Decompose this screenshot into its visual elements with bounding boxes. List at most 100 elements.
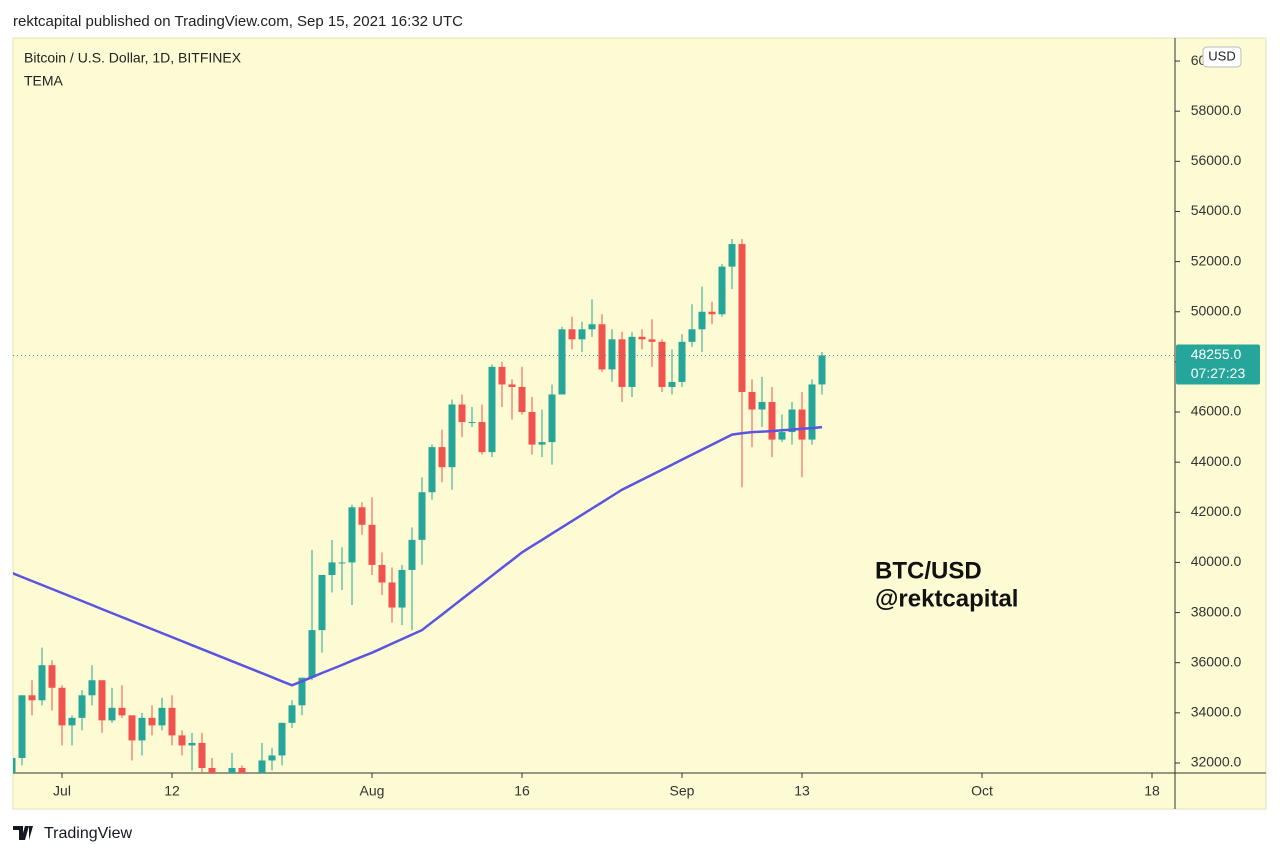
candle-body — [378, 564, 386, 583]
candle-body — [478, 422, 486, 453]
candle-body — [448, 404, 456, 468]
x-tick-label: Sep — [670, 783, 695, 799]
candle-body — [328, 562, 336, 575]
candle-body — [678, 341, 686, 382]
candle-body — [468, 422, 476, 424]
candle-body — [268, 755, 276, 761]
y-tick-label: 58000.0 — [1191, 102, 1242, 118]
y-tick-label: 50000.0 — [1191, 302, 1242, 318]
candle-body — [348, 507, 356, 563]
candle-body — [358, 507, 366, 525]
x-tick-label: Aug — [360, 783, 385, 799]
candle-body — [438, 447, 446, 468]
chart-background — [12, 37, 1267, 810]
countdown: 07:27:23 — [1191, 365, 1246, 381]
currency-badge: USD — [1202, 46, 1242, 68]
x-tick-label: Jul — [53, 783, 71, 799]
footer-logo — [13, 826, 33, 840]
candle-body — [538, 442, 546, 445]
candle-body — [708, 311, 716, 315]
candle-body — [208, 767, 216, 773]
candle-body — [238, 767, 246, 773]
candle-body — [688, 329, 696, 342]
candle-body — [778, 432, 786, 440]
last-price-box — [1176, 344, 1260, 385]
x-tick-label: 16 — [514, 783, 530, 799]
x-tick-label: 18 — [1144, 783, 1160, 799]
candle-body — [488, 366, 496, 453]
candle-body — [648, 339, 656, 342]
candle-body — [598, 324, 606, 370]
candle-body — [58, 687, 66, 726]
candle-body — [148, 717, 156, 726]
candle-body — [278, 722, 286, 756]
candle-body — [118, 707, 126, 716]
candle-body — [128, 715, 136, 741]
candle-body — [548, 394, 556, 443]
candle-body — [658, 341, 666, 387]
tema-line — [13, 425, 823, 687]
y-tick-label: 38000.0 — [1191, 603, 1242, 619]
y-tick-label: 52000.0 — [1191, 252, 1242, 268]
candle-body — [608, 339, 616, 370]
candle-body — [528, 412, 536, 445]
y-tick-label: 36000.0 — [1191, 653, 1242, 669]
y-tick-label: 42000.0 — [1191, 503, 1242, 519]
candle-body — [188, 742, 196, 746]
y-tick-label: 46000.0 — [1191, 403, 1242, 419]
candle-body — [428, 447, 436, 493]
y-tick-label: 44000.0 — [1191, 453, 1242, 469]
candle-body — [68, 717, 76, 726]
y-tick-label: 40000.0 — [1191, 553, 1242, 569]
plot-area — [13, 239, 1175, 773]
candle-body — [28, 695, 36, 701]
candle-body — [558, 329, 566, 395]
chart-title: Bitcoin / U.S. Dollar, 1D, BITFINEX — [24, 50, 242, 66]
candle-body — [418, 492, 426, 540]
candle-body — [738, 244, 746, 392]
candle-body — [568, 329, 576, 340]
candle-body — [178, 735, 186, 746]
candle-body — [288, 705, 296, 723]
x-tick-label: 12 — [164, 783, 180, 799]
candle-body — [158, 707, 166, 726]
candle-body — [48, 665, 56, 688]
candle-body — [318, 574, 326, 631]
y-tick-label: 54000.0 — [1191, 202, 1242, 218]
candle-body — [338, 562, 346, 564]
candle-body — [308, 630, 316, 678]
last-price-label: 48255.0 — [1191, 346, 1242, 362]
candle-body — [798, 409, 806, 440]
candle-body — [578, 329, 586, 340]
candle-body — [498, 366, 506, 385]
candle-body — [758, 401, 766, 410]
candle-body — [458, 404, 466, 423]
candle-body — [88, 680, 96, 696]
candle-body — [588, 324, 596, 330]
candle-body — [13, 757, 16, 773]
annotation: @rektcapital — [875, 585, 1018, 612]
candle-body — [198, 742, 206, 768]
axes: 32000.0 34000.0 36000.0 38000.0 40000.0 42000… — [53, 52, 1260, 799]
candle-body — [398, 569, 406, 608]
y-tick-label: 34000.0 — [1191, 704, 1242, 720]
indicator-name: TEMA — [24, 73, 64, 89]
candle-body — [388, 582, 396, 608]
candle-body — [808, 384, 816, 440]
candle-body — [78, 695, 86, 718]
candle-body — [368, 524, 376, 565]
candle-body — [628, 336, 636, 387]
candle-body — [138, 717, 146, 741]
candle-body — [518, 386, 526, 413]
candle-body — [718, 266, 726, 315]
candle-body — [768, 401, 776, 440]
annotation: BTC/USD — [875, 557, 982, 584]
candle-body — [408, 539, 416, 570]
x-tick-label: 13 — [794, 783, 810, 799]
candle-body — [748, 391, 756, 410]
candle-body — [258, 760, 266, 773]
candle-body — [38, 665, 46, 701]
candle-body — [818, 355, 826, 385]
